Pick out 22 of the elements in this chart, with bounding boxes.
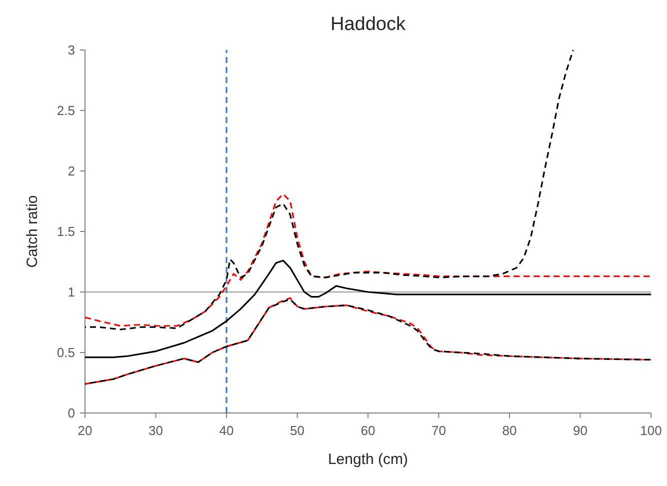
x-tick-label: 60 xyxy=(360,423,376,438)
x-tick-label: 90 xyxy=(573,423,588,438)
x-tick-label: 70 xyxy=(432,423,446,438)
y-axis-title: Catch ratio xyxy=(24,195,41,268)
line-series xyxy=(84,260,652,358)
chart-title: Haddock xyxy=(330,14,406,35)
line-series xyxy=(84,49,574,330)
x-tick-label: 40 xyxy=(219,423,234,438)
y-tick-label: 2 xyxy=(68,164,75,179)
line-series xyxy=(84,193,652,327)
x-tick-label: 50 xyxy=(290,423,304,438)
x-tick-label: 100 xyxy=(640,423,662,438)
y-tick-label: 1 xyxy=(68,284,75,300)
x-tick-label: 80 xyxy=(502,423,517,438)
y-tick-label: 1.5 xyxy=(56,224,75,240)
y-tick-label: 2.5 xyxy=(56,103,75,118)
x-tick-label: 20 xyxy=(78,423,92,438)
x-axis-title: Length (cm) xyxy=(328,451,408,468)
y-tick-label: 0 xyxy=(68,406,75,421)
y-tick-label: 3 xyxy=(68,42,75,58)
x-tick-label: 30 xyxy=(148,423,163,438)
y-tick-label: 0.5 xyxy=(56,345,75,360)
